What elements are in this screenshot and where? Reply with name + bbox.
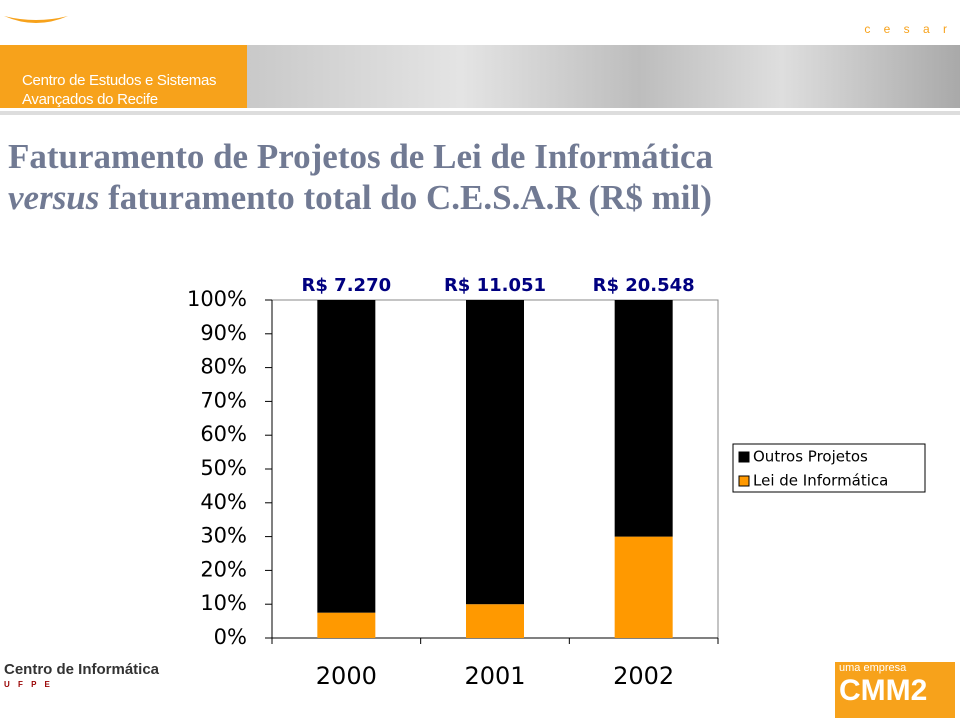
legend-swatch: [738, 451, 750, 463]
bar-segment: [466, 604, 524, 638]
legend-label: Outros Projetos: [753, 448, 868, 466]
logo-mark: [4, 16, 68, 23]
annotation: R$ 7.270: [302, 275, 392, 296]
y-tick-label: 80%: [200, 355, 247, 379]
footer-text: U F P E: [4, 680, 53, 689]
x-tick-label: 2002: [613, 662, 674, 690]
footer-logo: Centro de Informática U F P E: [4, 662, 159, 692]
org-name: Centro de Estudos e Sistemas Avançados do…: [22, 71, 217, 109]
legend-label: Lei de Informática: [753, 472, 888, 490]
y-tick-label: 30%: [200, 524, 247, 548]
bar-segment: [317, 300, 376, 613]
footer-text: CMM2: [839, 674, 928, 707]
bar-segment: [614, 300, 673, 537]
y-tick-label: 90%: [200, 321, 247, 345]
logo-text: c e s a r: [864, 22, 952, 36]
y-tick-label: 50%: [200, 456, 247, 480]
x-tick-label: 2000: [316, 662, 377, 690]
annotation: R$ 11.051: [444, 275, 546, 296]
bar-segment: [466, 300, 524, 605]
footer-text: Centro de Informática: [4, 661, 160, 678]
y-tick-label: 40%: [200, 490, 247, 514]
footer-logo: uma empresa CMM2: [835, 662, 955, 718]
slide-title: Faturamento de Projetos de Lei de Inform…: [8, 136, 713, 218]
y-tick-label: 20%: [200, 557, 247, 581]
org-line: Avançados do Recife: [22, 91, 158, 108]
title-italic: versus: [8, 178, 100, 217]
legend-swatch: [738, 475, 750, 487]
legend-box: [732, 443, 926, 493]
y-tick-label: 0%: [214, 625, 247, 649]
rule: [0, 111, 960, 115]
org-line: Centro de Estudos e Sistemas: [22, 72, 217, 89]
y-tick-label: 100%: [187, 287, 247, 311]
title-line: Faturamento de Projetos de Lei de Inform…: [8, 137, 714, 176]
y-tick-label: 70%: [200, 388, 247, 412]
footer-text: uma empresa: [839, 662, 907, 674]
banner: Centro de Estudos e Sistemas Avançados do…: [0, 45, 247, 108]
photo-strip: [247, 45, 960, 108]
x-tick-label: 2001: [464, 662, 525, 690]
bar-segment: [317, 612, 376, 638]
title-line: faturamento total do C.E.S.A.R (R$ mil): [99, 178, 712, 217]
y-tick-label: 10%: [200, 591, 247, 615]
annotation: R$ 20.548: [593, 275, 695, 296]
bar-segment: [614, 536, 673, 638]
y-tick-label: 60%: [200, 422, 247, 446]
